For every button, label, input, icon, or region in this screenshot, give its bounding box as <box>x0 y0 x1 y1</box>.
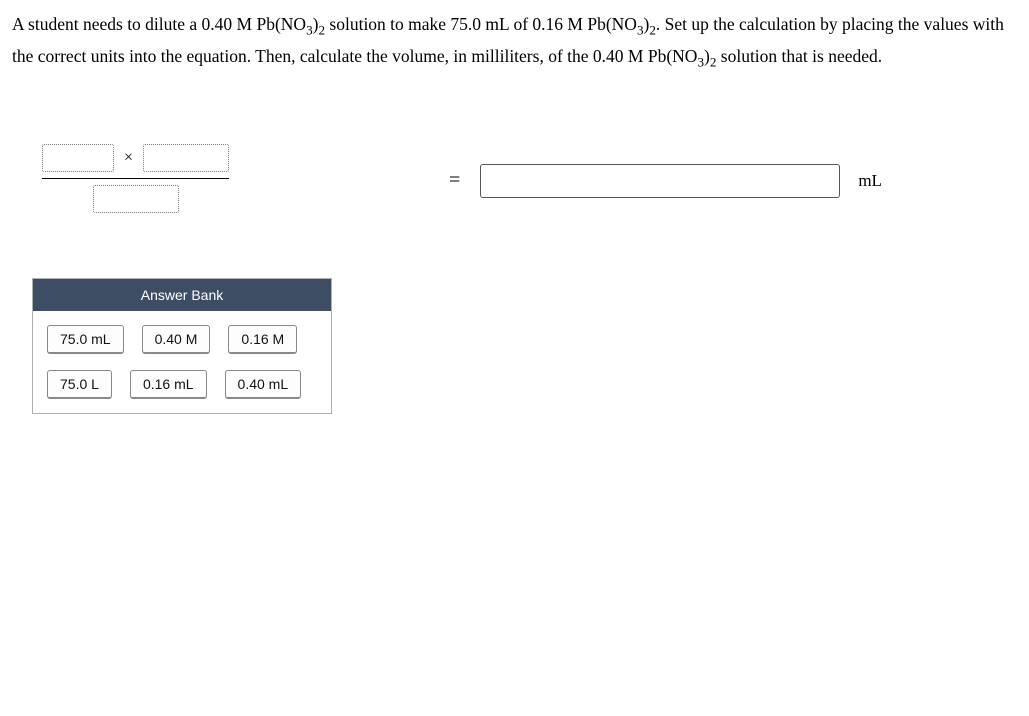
equation-row: × = mL <box>42 144 1017 218</box>
tile[interactable]: 75.0 L <box>47 370 112 399</box>
drop-target-denom[interactable] <box>93 185 179 213</box>
tile[interactable]: 0.40 M <box>142 325 211 354</box>
text-fragment: solution to make 75.0 mL of 0.16 M Pb(NO <box>325 14 637 34</box>
drop-target-numer-left[interactable] <box>42 144 114 172</box>
problem-page: A student needs to dilute a 0.40 M Pb(NO… <box>0 0 1029 716</box>
drop-target-numer-right[interactable] <box>143 144 229 172</box>
denominator <box>93 179 179 218</box>
problem-statement: A student needs to dilute a 0.40 M Pb(NO… <box>12 10 1017 74</box>
tile[interactable]: 0.40 mL <box>225 370 302 399</box>
equals-sign: = <box>449 169 460 192</box>
text-fragment: solution that is needed. <box>716 46 882 66</box>
answer-bank-header: Answer Bank <box>33 279 331 311</box>
fraction: × <box>42 144 229 218</box>
answer-bank-body: 75.0 mL 0.40 M 0.16 M 75.0 L 0.16 mL 0.4… <box>33 311 331 413</box>
unit-label: mL <box>858 171 882 191</box>
answer-bank: Answer Bank 75.0 mL 0.40 M 0.16 M 75.0 L… <box>32 278 332 414</box>
tile[interactable]: 0.16 M <box>228 325 297 354</box>
text-fragment: A student needs to dilute a 0.40 M Pb(NO <box>12 14 306 34</box>
tile[interactable]: 0.16 mL <box>130 370 207 399</box>
tile[interactable]: 75.0 mL <box>47 325 124 354</box>
multiply-icon: × <box>122 149 135 167</box>
numerator: × <box>42 144 229 178</box>
answer-input[interactable] <box>480 164 840 198</box>
